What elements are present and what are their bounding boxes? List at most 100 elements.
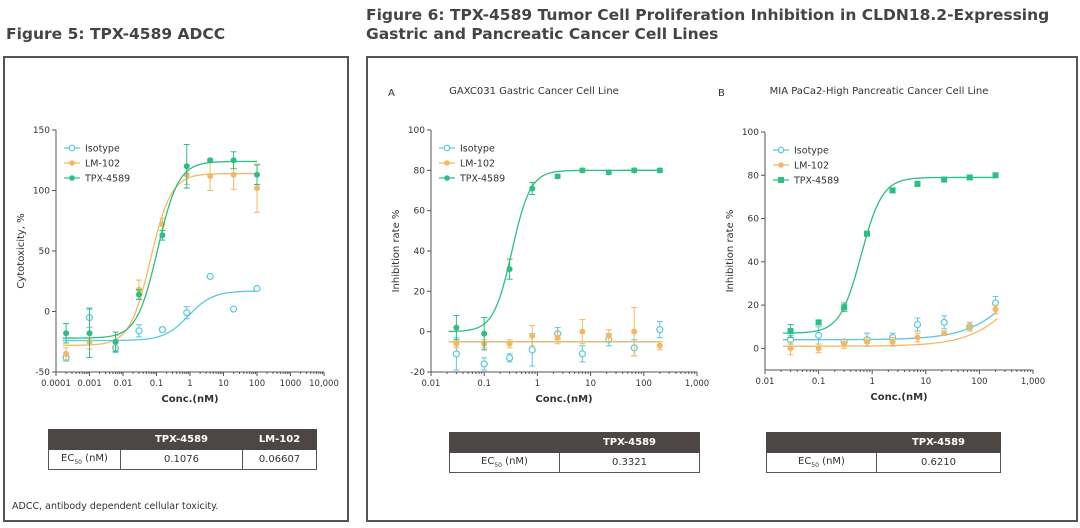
y-tick-label: 40 <box>414 247 426 257</box>
legend-marker <box>777 146 785 154</box>
tpx-4589-point <box>941 176 948 183</box>
y-axis-label: Inhibition rate % <box>725 210 736 293</box>
lm-102-point <box>554 334 561 341</box>
x-tick-label: 1000 <box>280 379 302 389</box>
legend-marker <box>778 177 784 183</box>
tpx-4589-point <box>815 319 822 326</box>
x-tick-label: 0.01 <box>422 379 441 389</box>
table-row: EC50 (nM) 0.6210 <box>766 452 1001 473</box>
table-row: EC50 (nM) 0.3321 <box>449 452 700 473</box>
tpx-4589-point <box>914 180 921 187</box>
table-header-row: TPX-4589 LM-102 <box>48 429 317 450</box>
x-tick-label: 0.0001 <box>41 379 71 389</box>
table-header-tpx4589: TPX-4589 <box>876 432 1001 453</box>
figure6b-ec50-table: TPX-4589 EC50 (nM) 0.6210 <box>766 432 1001 473</box>
figure6-title-line2: Gastric and Pancreatic Cancer Cell Lines <box>366 25 719 43</box>
x-axis-label: Conc.(nM) <box>535 394 592 405</box>
table-header-row: TPX-4589 <box>449 432 700 453</box>
lm-102-point <box>254 185 260 192</box>
x-axis-label: Conc.(nM) <box>161 394 218 405</box>
x-axis-label: Conc.(nM) <box>870 392 927 403</box>
lm-102-point <box>941 330 948 337</box>
x-tick-label: 1 <box>535 379 540 389</box>
x-tick-label: 1,000 <box>685 379 709 389</box>
panel-label: A <box>388 88 395 99</box>
x-tick-label: 100 <box>249 379 265 389</box>
x-tick-label: 0.1 <box>150 379 164 389</box>
x-tick-label: 1 <box>869 377 874 387</box>
isotype-point <box>452 350 460 358</box>
y-tick-label: 100 <box>742 128 759 138</box>
y-tick-label: 60 <box>748 215 760 225</box>
tpx-4589-point <box>841 304 848 311</box>
legend-label: LM-102 <box>460 159 495 170</box>
figure5-footnote: ADCC, antibody dependent cellular toxici… <box>12 501 219 512</box>
legend-marker <box>444 175 450 181</box>
y-tick-label: 20 <box>414 287 426 297</box>
x-tick-label: 100 <box>636 379 652 389</box>
legend-marker <box>69 160 75 166</box>
lm-102-point <box>207 172 214 179</box>
tpx-4589-point <box>529 185 536 192</box>
legend-marker <box>68 144 76 152</box>
figure5-chart: -50 0 50 100 150 0.0001 0.001 0.01 0.1 1 10 100 1000… <box>16 126 339 405</box>
figure6a-ec50-table: TPX-4589 EC50 (nM) 0.3321 <box>449 432 700 473</box>
lm-102-point <box>453 340 460 347</box>
isotype-point <box>505 354 514 362</box>
x-tick-label: 10,000 <box>309 379 339 389</box>
lm-102-point <box>864 338 871 345</box>
figure6-title: Figure 6: TPX-4589 Tumor Cell Proliferat… <box>366 6 1049 44</box>
y-tick-label: 0 <box>419 328 425 338</box>
y-tick-label: 40 <box>748 258 760 268</box>
isotype-point <box>183 309 191 317</box>
tpx-4589-point <box>230 157 237 164</box>
table-header-tpx4589: TPX-4589 <box>559 432 700 453</box>
x-tick-label: 0.001 <box>77 379 101 389</box>
legend-label: Isotype <box>85 144 120 155</box>
y-tick-label: -20 <box>410 368 425 378</box>
isotype-point <box>913 320 922 329</box>
legend-label: TPX-4589 <box>793 176 839 187</box>
lm-102-point <box>815 345 822 352</box>
tpx-4589-fit-curve <box>782 176 998 334</box>
isotype-point <box>135 327 143 335</box>
lm-102-point <box>579 328 586 335</box>
legend-marker <box>778 162 784 168</box>
lm-102-point <box>230 171 237 178</box>
lm-102-point <box>966 323 973 330</box>
figure6b-chart: MIA PaCa2-High Pancreatic Cancer Cell Li… <box>718 86 1045 403</box>
tpx-4589-point <box>864 230 871 237</box>
y-tick-label: 0 <box>753 344 759 354</box>
chart-title: MIA PaCa2-High Pancreatic Cancer Cell Li… <box>770 86 989 97</box>
lm-102-point <box>63 350 70 357</box>
isotype-point <box>940 318 948 326</box>
isotype-point <box>814 331 823 339</box>
figure6a-chart: GAXC031 Gastric Cancer Cell Line A -20 0 20 4… <box>388 86 709 405</box>
legend-label: Isotype <box>794 146 829 157</box>
table-header-row: TPX-4589 <box>766 432 1001 453</box>
tpx-4589-point <box>63 330 70 337</box>
x-tick-label: 0.01 <box>756 377 775 387</box>
tpx-4589-point <box>481 330 488 337</box>
tpx-4589-fit-curve <box>62 160 258 339</box>
isotype-point <box>229 305 238 313</box>
tpx-4589-point <box>506 266 513 273</box>
table-header-blank <box>48 429 121 450</box>
legend-label: TPX-4589 <box>84 174 130 185</box>
y-tick-label: 20 <box>748 301 760 311</box>
figure6-title-line1: Figure 6: TPX-4589 Tumor Cell Proliferat… <box>366 6 1050 24</box>
lm-102-point <box>841 341 848 348</box>
isotype-point <box>480 360 488 368</box>
tpx-4589-point <box>453 324 460 331</box>
isotype-point <box>578 350 586 358</box>
lm-102-point <box>914 334 921 341</box>
tpx-4589-point <box>86 330 93 337</box>
tpx-4589-point <box>183 163 190 170</box>
lm-102-point <box>889 338 896 345</box>
tpx-4589-point <box>992 172 999 179</box>
legend-marker <box>69 175 75 181</box>
tpx-4589-point <box>579 167 586 174</box>
lm-102-point <box>529 332 536 339</box>
ec50-value-tpx4589: 0.6210 <box>876 452 1001 473</box>
tpx-4589-point <box>889 187 896 194</box>
